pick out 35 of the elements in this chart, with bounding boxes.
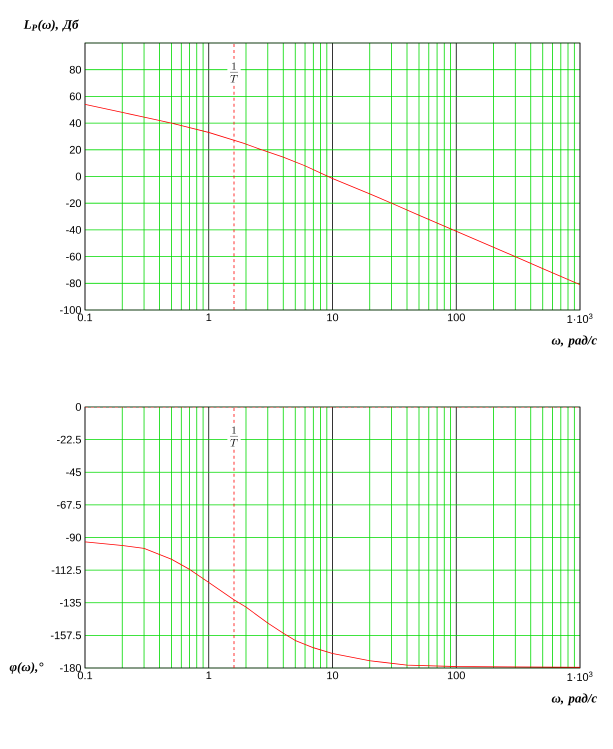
y-tick-label: 60 <box>70 92 82 100</box>
x-tick-label: 1·10$^{3}$ <box>567 314 592 323</box>
y-tick-label: -22.5 <box>56 436 82 444</box>
y-tick-label: -135 <box>60 598 82 607</box>
x-axis-title: ω, рад/с <box>552 694 597 706</box>
x-tick-label: 1 <box>206 672 212 680</box>
y-tick-label: -60 <box>66 252 82 260</box>
y-tick-label: -40 <box>66 226 82 234</box>
x-tick-label: 0.1 <box>78 672 92 680</box>
x-tick-label: 100 <box>448 672 465 680</box>
y-tick-label: -100 <box>60 306 82 314</box>
y-tick-label: -180 <box>60 664 82 672</box>
y-tick-label: -20 <box>66 199 82 208</box>
y-tick-label: -90 <box>66 534 82 542</box>
y-tick-label: 40 <box>70 119 82 127</box>
y-tick-label: -80 <box>66 279 82 288</box>
y-tick-label: 0 <box>76 172 82 180</box>
y-tick-label: 20 <box>70 146 82 154</box>
x-tick-label: 10 <box>327 672 338 680</box>
ref-line-label: $\frac{1}{T}$ <box>230 426 238 446</box>
x-tick-label: 1·10$^{3}$ <box>567 672 592 681</box>
x-tick-label: 1 <box>206 314 212 322</box>
y-tick-label: -112.5 <box>52 566 82 574</box>
y-tick-label: 80 <box>70 66 82 74</box>
y-axis-title: L$_{P}$(ω), Дб <box>24 20 79 32</box>
y-tick-label: -157.5 <box>50 632 82 640</box>
ref-line-label: $\frac{1}{T}$ <box>230 62 238 82</box>
y-tick-label: 0 <box>76 403 82 411</box>
x-tick-label: 0.1 <box>78 314 92 322</box>
y-tick-label: -67.5 <box>56 501 82 509</box>
y-tick-label: -45 <box>66 468 82 476</box>
x-axis-title: ω, рад/с <box>552 336 597 348</box>
x-tick-label: 10 <box>327 314 338 322</box>
y-axis-title: φ(ω),° <box>10 662 44 674</box>
x-tick-label: 100 <box>448 314 465 322</box>
